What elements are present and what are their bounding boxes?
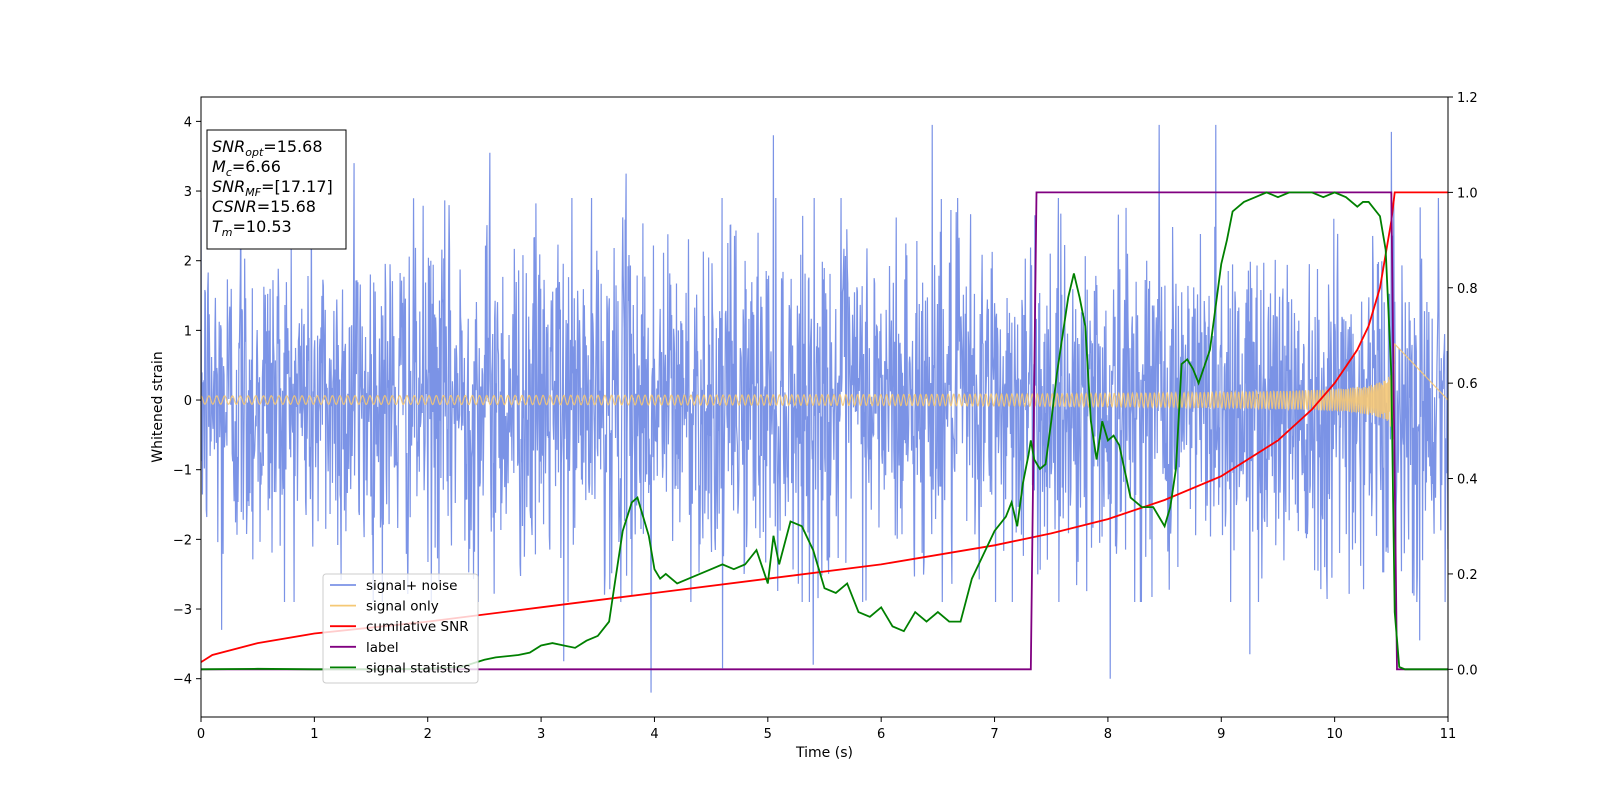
legend-label: cumilative SNR [366,619,469,635]
legend-label: signal+ noise [366,578,457,594]
y-left-tick-label: 4 [184,115,192,130]
y-right-tick-label: 0.4 [1457,473,1478,488]
annotation-line: SNRopt=15.68 [212,137,323,159]
y-left-tick-label: 2 [184,255,192,270]
annotation-line: SNRMF=[17.17] [212,177,333,199]
annotation-line: CSNR=15.68 [212,197,316,216]
legend-label: label [366,640,399,656]
x-tick-label: 9 [1217,727,1225,742]
x-tick-label: 8 [1104,727,1112,742]
annotation-line: Mc=6.66 [212,157,281,179]
y-left-tick-label: −3 [173,603,192,618]
legend-label: signal statistics [366,660,470,676]
y-left-tick-label: 3 [184,185,192,200]
legend-label: signal only [366,599,439,615]
x-tick-label: 11 [1440,727,1457,742]
annotation-line: Tm=10.53 [212,217,292,239]
y-right-tick-label: 0.2 [1457,568,1478,583]
legend [322,573,479,684]
x-tick-label: 10 [1326,727,1343,742]
series-line-signal-only [201,343,1448,439]
x-tick-label: 4 [650,727,658,742]
x-tick-label: 5 [764,727,772,742]
annotation-box [206,129,347,250]
y-left-tick-label: −2 [173,533,192,548]
y-right-tick-label: 0.6 [1457,377,1478,392]
y-left-tick-label: 0 [184,394,192,409]
series-line-signal-plus-noise [201,124,1448,693]
y-left-tick-label: −1 [173,464,192,479]
x-tick-label: 3 [537,727,545,742]
y-right-tick-label: 1.2 [1457,91,1478,106]
y-right-tick-label: 1.0 [1457,186,1478,201]
y-left-tick-label: −4 [173,673,192,688]
x-tick-label: 7 [990,727,998,742]
x-tick-label: 1 [310,727,318,742]
x-tick-label: 2 [424,727,432,742]
y-right-tick-label: 0.8 [1457,282,1478,297]
y-left-tick-label: 1 [184,324,192,339]
x-axis-label: Time (s) [795,745,853,761]
y-right-tick-label: 0.0 [1457,663,1478,678]
y-axis-label: Whitened strain [150,351,166,462]
series-line-signal-statistics [201,191,1448,671]
x-tick-label: 0 [197,727,205,742]
plot-frame [200,96,1449,718]
x-tick-label: 6 [877,727,885,742]
